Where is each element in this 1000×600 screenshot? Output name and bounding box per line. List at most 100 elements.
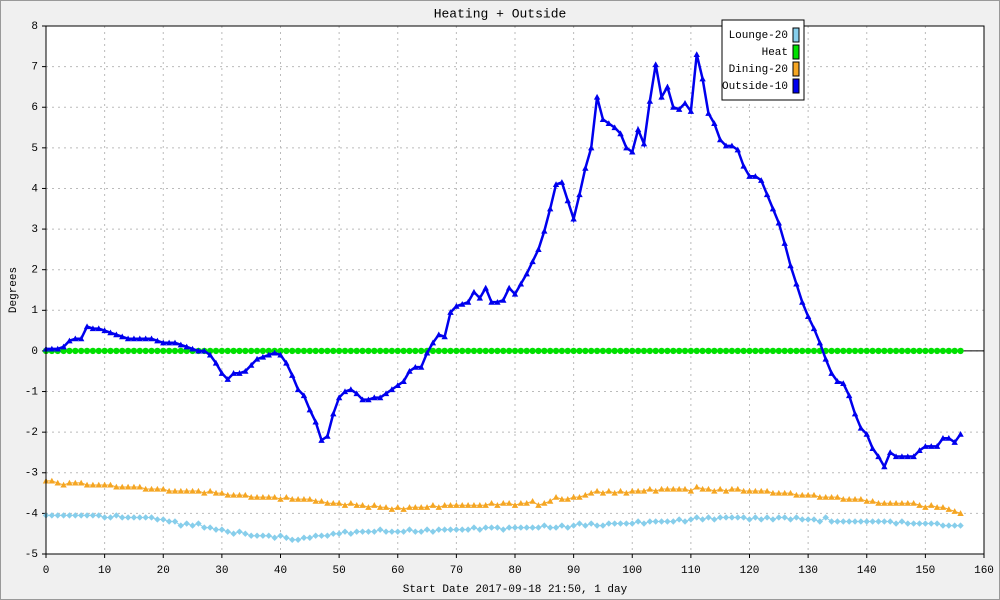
data-point: [388, 386, 396, 393]
data-point: [605, 120, 612, 127]
data-point: [312, 347, 319, 355]
data-point: [699, 516, 706, 523]
data-point: [394, 504, 401, 510]
data-point: [810, 516, 818, 523]
data-point: [711, 487, 718, 494]
data-point: [107, 347, 114, 355]
data-point: [441, 347, 448, 355]
data-point: [869, 498, 876, 504]
data-point: [165, 518, 173, 525]
data-point: [670, 104, 677, 110]
data-point: [535, 246, 542, 252]
data-point: [652, 61, 659, 68]
data-point: [206, 487, 214, 494]
data-point: [529, 498, 536, 504]
legend: Lounge-20 Heat Dining-20 Outside-10: [721, 19, 805, 101]
data-point: [294, 386, 302, 393]
data-point: [822, 514, 829, 521]
data-point: [787, 489, 794, 496]
data-point: [787, 347, 794, 355]
data-point: [904, 347, 911, 355]
data-point: [89, 347, 97, 355]
data-point: [277, 495, 284, 502]
data-point: [505, 347, 513, 355]
data-point: [658, 485, 665, 492]
data-point: [599, 489, 607, 496]
data-point: [887, 518, 894, 525]
y-tick-label: 1: [31, 305, 38, 317]
data-point: [423, 349, 431, 356]
data-point: [195, 347, 202, 354]
data-point: [910, 453, 917, 460]
data-point: [593, 93, 601, 100]
data-point: [306, 347, 314, 355]
data-point: [453, 347, 460, 355]
data-point: [470, 524, 478, 531]
data-point: [511, 347, 519, 355]
data-point: [746, 347, 753, 355]
data-point: [66, 512, 73, 519]
data-point: [324, 433, 331, 439]
data-point: [130, 483, 138, 490]
data-point: [892, 453, 900, 460]
data-point: [476, 347, 484, 355]
data-point: [119, 333, 126, 340]
data-point: [945, 522, 953, 529]
data-point: [582, 164, 589, 171]
data-point: [629, 347, 636, 355]
data-point: [582, 491, 589, 498]
data-point: [236, 491, 243, 498]
data-point: [857, 495, 865, 502]
data-point: [500, 347, 507, 355]
data-point: [318, 498, 325, 504]
y-tick-label: 3: [31, 224, 38, 236]
data-point: [154, 337, 161, 344]
data-point: [957, 347, 964, 355]
data-point: [523, 347, 530, 355]
data-point: [459, 347, 466, 355]
data-point: [699, 75, 706, 82]
data-point: [113, 512, 120, 519]
data-point: [101, 481, 108, 488]
data-point: [640, 140, 648, 147]
data-point: [582, 347, 589, 355]
data-point: [887, 500, 894, 506]
data-point: [441, 526, 448, 533]
data-point: [365, 528, 372, 535]
data-point: [423, 526, 431, 533]
data-point: [283, 493, 290, 500]
data-point: [939, 347, 947, 355]
y-tick-label: 6: [31, 102, 38, 114]
x-tick-label: 40: [274, 565, 287, 577]
data-point: [517, 524, 525, 531]
data-point: [746, 487, 753, 494]
data-point: [529, 347, 536, 355]
data-point: [154, 485, 161, 492]
data-point: [160, 485, 167, 492]
data-point: [851, 410, 859, 417]
data-point: [265, 347, 272, 355]
data-point: [500, 296, 507, 303]
data-point: [201, 347, 208, 354]
data-point: [171, 347, 179, 355]
data-point: [611, 124, 618, 131]
data-point: [124, 514, 132, 521]
data-point: [769, 205, 777, 212]
data-point: [799, 298, 806, 305]
data-point: [693, 514, 700, 521]
data-point: [664, 518, 671, 525]
data-point: [588, 520, 595, 527]
data-point: [277, 351, 284, 358]
data-point: [617, 347, 624, 355]
data-point: [711, 347, 718, 355]
data-point: [66, 347, 73, 355]
data-point: [810, 491, 818, 498]
data-point: [505, 284, 513, 291]
data-point: [441, 333, 448, 340]
data-point: [488, 500, 495, 506]
data-point: [546, 524, 554, 531]
data-point: [60, 481, 67, 488]
data-point: [734, 514, 741, 521]
data-point: [869, 518, 876, 525]
data-point: [230, 491, 237, 498]
